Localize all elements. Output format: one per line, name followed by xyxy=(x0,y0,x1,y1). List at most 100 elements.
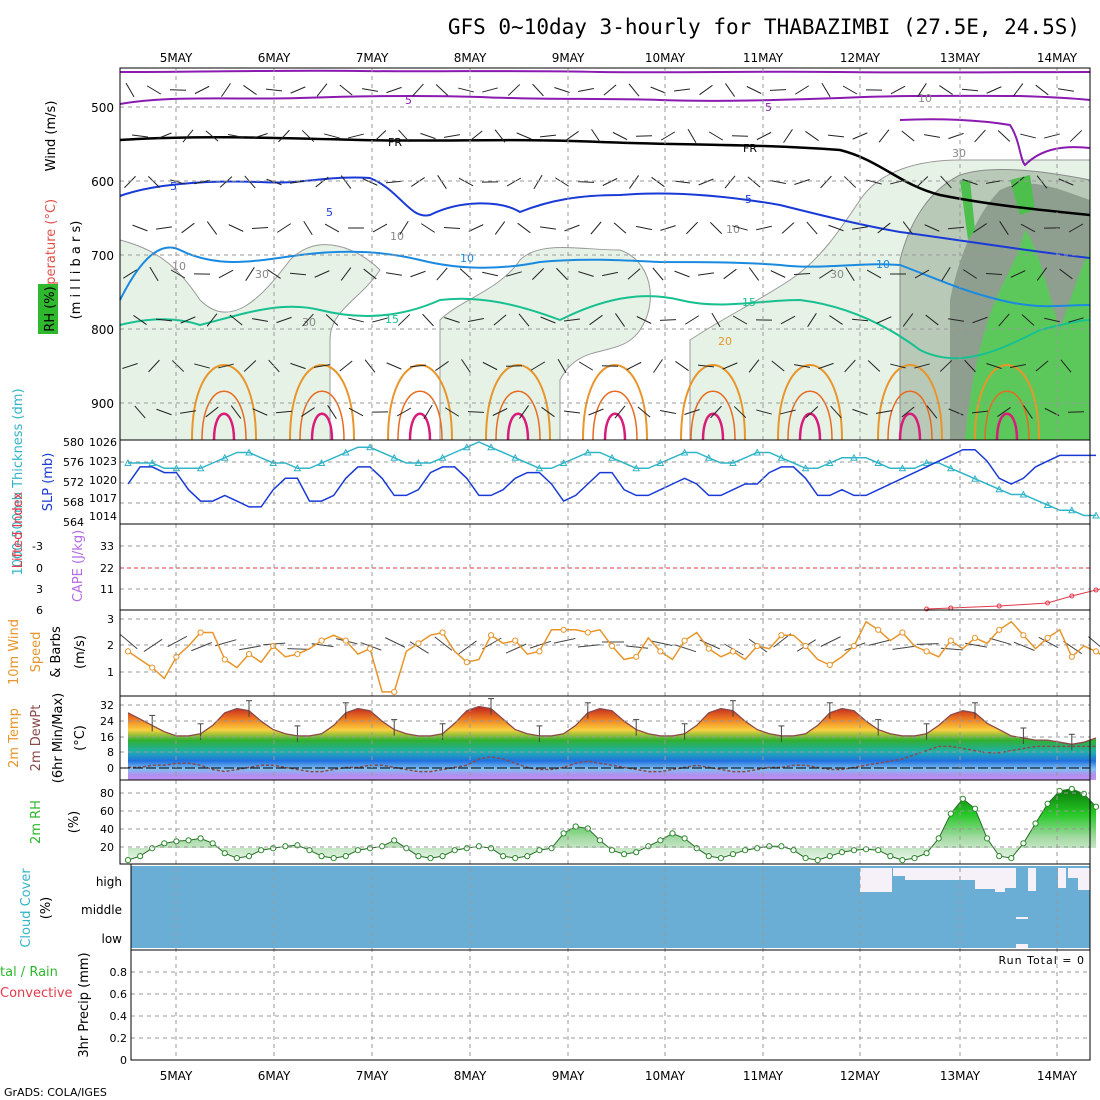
upper-wind-barb xyxy=(122,363,138,369)
upper-wind-barb xyxy=(482,87,498,93)
cloud-gap xyxy=(1016,917,1028,919)
upper-wind-barb xyxy=(444,317,460,323)
wind10m-point xyxy=(124,648,132,655)
temp2m-axis-label: (6hr Min/Max) xyxy=(51,693,66,783)
upper-wind-barb xyxy=(469,130,483,142)
contour-label: FR xyxy=(743,142,757,155)
contour-label: 30 xyxy=(255,268,269,281)
wind10m-point xyxy=(149,664,156,671)
upper-wind-barb xyxy=(615,313,625,327)
warm-contour xyxy=(984,390,1030,441)
cloud-gap xyxy=(1058,868,1066,888)
thickness-point xyxy=(220,453,229,461)
upper-wind-barb xyxy=(518,313,530,327)
upper-wind-barb xyxy=(794,179,810,185)
upper-wind-barb xyxy=(467,411,485,413)
warm-contours xyxy=(191,364,1040,441)
warm-contour xyxy=(701,412,725,441)
lifted-index-point xyxy=(996,603,1002,609)
upper-wind-barb xyxy=(482,271,498,277)
thickness-point xyxy=(1067,506,1076,514)
date-label: 10MAY xyxy=(645,51,686,65)
upper-wind-barb xyxy=(444,407,460,417)
cloud-gap xyxy=(995,868,1005,892)
upper-wind-barb xyxy=(917,83,927,97)
rh2m-point xyxy=(1080,790,1088,797)
upper-wind-barb xyxy=(181,222,195,234)
upper-wind-barb xyxy=(1036,267,1048,281)
upper-wind-barb xyxy=(170,179,186,185)
upper-wind-barb xyxy=(443,226,461,230)
precip-tick: 0.8 xyxy=(110,966,128,979)
wind10m-point xyxy=(294,651,301,658)
date-label: 7MAY xyxy=(356,51,389,65)
date-label: 6MAY xyxy=(258,51,291,65)
thickness-point xyxy=(632,464,641,472)
rh2m-point xyxy=(778,843,785,850)
upper-wind-barb xyxy=(699,84,713,96)
upper-wind-barb xyxy=(124,175,136,189)
contour-label: 10 xyxy=(460,252,474,265)
upper-wind-barb xyxy=(914,363,930,369)
slp-thickness-panel: 580 576 572 568 564 1026 1023 1020 1017 … xyxy=(11,388,1100,576)
cloud-level-label: high xyxy=(96,875,122,889)
rh2m-point xyxy=(330,855,337,862)
upper-wind-barb xyxy=(229,314,243,326)
upper-wind-barb xyxy=(564,224,580,232)
rh2m-point xyxy=(584,825,591,832)
rh2m-point xyxy=(717,855,725,862)
temp-tick: 0 xyxy=(107,762,114,775)
upper-wind-barb xyxy=(1020,223,1036,233)
top-date-labels: 5MAY 6MAY 7MAY 8MAY 9MAY 10MAY 11MAY 12MAY 13MAY… xyxy=(160,51,1078,65)
upper-wind-barb xyxy=(148,359,160,373)
rh2m-point xyxy=(439,853,446,860)
upper-wind-barb xyxy=(494,129,506,143)
upper-wind-barb xyxy=(924,224,940,232)
upper-wind-barb xyxy=(532,83,544,97)
upper-wind-barb xyxy=(901,406,915,418)
upper-wind-barb xyxy=(650,86,666,94)
cloud-level-label: low xyxy=(102,932,123,946)
cape-li-panel: -3 0 3 6 33 22 11 Lifted Index CAPE (J/k… xyxy=(11,491,1100,617)
thickness-point xyxy=(196,464,205,472)
upper-wind-barb xyxy=(301,407,315,417)
warm-contour xyxy=(787,390,833,441)
thickness-point xyxy=(462,443,471,451)
upper-wind-barb xyxy=(962,178,978,186)
rh2m-point xyxy=(1068,785,1075,793)
upper-wind-barb xyxy=(637,406,651,418)
wind10m-point xyxy=(802,642,809,650)
upper-wind-barb xyxy=(436,267,448,281)
upper-wind-barb xyxy=(468,224,484,232)
upper-wind-barb xyxy=(541,406,555,418)
upper-wind-barb xyxy=(794,364,810,368)
thickness-point xyxy=(124,458,132,466)
upper-wind-barb xyxy=(947,226,965,230)
wind10m-point xyxy=(342,637,349,644)
wind10m-point xyxy=(463,659,470,666)
rh2m-point xyxy=(705,853,712,860)
upper-wind-barb xyxy=(613,222,627,234)
upper-wind-barb xyxy=(866,269,882,279)
date-label: 9MAY xyxy=(552,51,585,65)
upper-wind-barb xyxy=(339,84,353,96)
rh2m-point xyxy=(524,853,531,860)
contour-label: 10 xyxy=(172,260,186,273)
temp2m-axis-label: (°C) xyxy=(73,725,88,751)
upper-wind-barb xyxy=(684,315,700,325)
upper-wind-barb xyxy=(170,269,186,279)
wind10m-point xyxy=(487,632,495,639)
upper-wind-barb xyxy=(302,313,314,327)
rh2m-point xyxy=(306,847,313,854)
wind-barb xyxy=(868,639,890,646)
rh2m-point xyxy=(536,847,543,854)
bottom-date-labels: 5MAY 6MAY 7MAY 8MAY 9MAY 10MAY 11MAY 12MAY 13MAY… xyxy=(160,1069,1078,1083)
upper-wind-barb xyxy=(660,409,676,415)
wind-barb xyxy=(120,634,138,650)
wind10m-axis-label: (m/s) xyxy=(73,635,88,669)
upper-wind-barb xyxy=(363,268,377,280)
upper-wind-barb xyxy=(1067,411,1085,413)
upper-wind-barb xyxy=(340,175,352,189)
wind10m-point xyxy=(197,629,204,636)
rh2m-point xyxy=(270,845,277,852)
